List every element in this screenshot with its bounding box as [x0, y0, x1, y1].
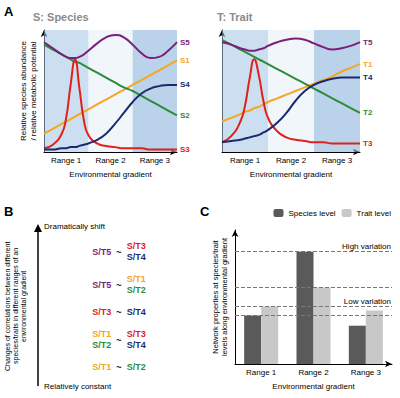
html-text:Changes of correlations betwee: Changes of correlations between differen… — [4, 241, 27, 371]
svg-text:T5: T5 — [363, 38, 373, 47]
html-text:S/T4: S/T4 — [126, 307, 146, 317]
html-text:S/T4: S/T4 — [126, 252, 146, 263]
svg-text:Range 2: Range 2 — [298, 368, 329, 377]
svg-text:Range 1: Range 1 — [246, 368, 277, 377]
html-text:S/T1: S/T1 — [92, 328, 112, 339]
html-text:S/T2: S/T2 — [126, 285, 146, 296]
html-text:S/T2: S/T2 — [126, 361, 146, 372]
svg-text:Trait level: Trait level — [357, 209, 392, 218]
svg-text:Low variation: Low variation — [344, 297, 391, 306]
html-text:S/T1: S/T1 — [92, 361, 112, 372]
svg-text:Network properties at species/: Network properties at species/trait — [211, 239, 220, 353]
svg-text:Environmental gradient: Environmental gradient — [69, 170, 152, 179]
svg-text:S3: S3 — [180, 145, 190, 154]
html-text:S/T1: S/T1 — [126, 274, 146, 285]
svg-text:Range 3: Range 3 — [322, 156, 353, 165]
html-text:S/T3: S/T3 — [92, 307, 112, 317]
svg-text:High variation: High variation — [342, 242, 391, 251]
svg-text:Range 2: Range 2 — [276, 156, 307, 165]
html-text:S/T5: S/T5 — [92, 279, 112, 290]
svg-text:T4: T4 — [363, 73, 373, 82]
html-text:B: B — [4, 204, 14, 219]
svg-text:S2: S2 — [180, 111, 190, 120]
html-text:C: C — [200, 204, 210, 219]
html-text:Relatively constant: Relatively constant — [44, 382, 112, 391]
svg-text:Relative species abundance: Relative species abundance — [19, 40, 28, 141]
svg-text:Range 3: Range 3 — [140, 156, 171, 165]
svg-text:Species level: Species level — [288, 209, 335, 218]
svg-text:Range 3: Range 3 — [351, 368, 382, 377]
html-text:S/T3: S/T3 — [126, 328, 146, 339]
html-text:S/T2: S/T2 — [92, 339, 112, 350]
svg-text:S1: S1 — [180, 56, 190, 65]
html-text:Dramatically shift: Dramatically shift — [44, 222, 105, 231]
html-text:A: A — [4, 4, 14, 19]
svg-text:T2: T2 — [363, 108, 373, 117]
svg-text:levels along environmental gra: levels along environmental gradient — [220, 237, 229, 356]
svg-text:S5: S5 — [180, 38, 190, 47]
svg-text:Environmental gradient: Environmental gradient — [272, 382, 355, 391]
html-text:S/T5: S/T5 — [92, 246, 112, 257]
svg-text:Environmental gradient: Environmental gradient — [250, 170, 333, 179]
svg-text:/ relative metabolic potential: / relative metabolic potential — [29, 41, 38, 140]
svg-text:Range 1: Range 1 — [230, 156, 261, 165]
svg-text:S: Species: S: Species — [33, 11, 89, 23]
html-text:S/T3: S/T3 — [126, 241, 146, 252]
svg-text:T1: T1 — [363, 60, 373, 69]
svg-text:T: Trait: T: Trait — [217, 11, 253, 23]
svg-text:S4: S4 — [180, 80, 190, 89]
svg-text:Range 1: Range 1 — [51, 156, 82, 165]
html-text:S/T4: S/T4 — [126, 339, 146, 350]
svg-text:T3: T3 — [363, 139, 373, 148]
svg-text:Range 2: Range 2 — [95, 156, 126, 165]
